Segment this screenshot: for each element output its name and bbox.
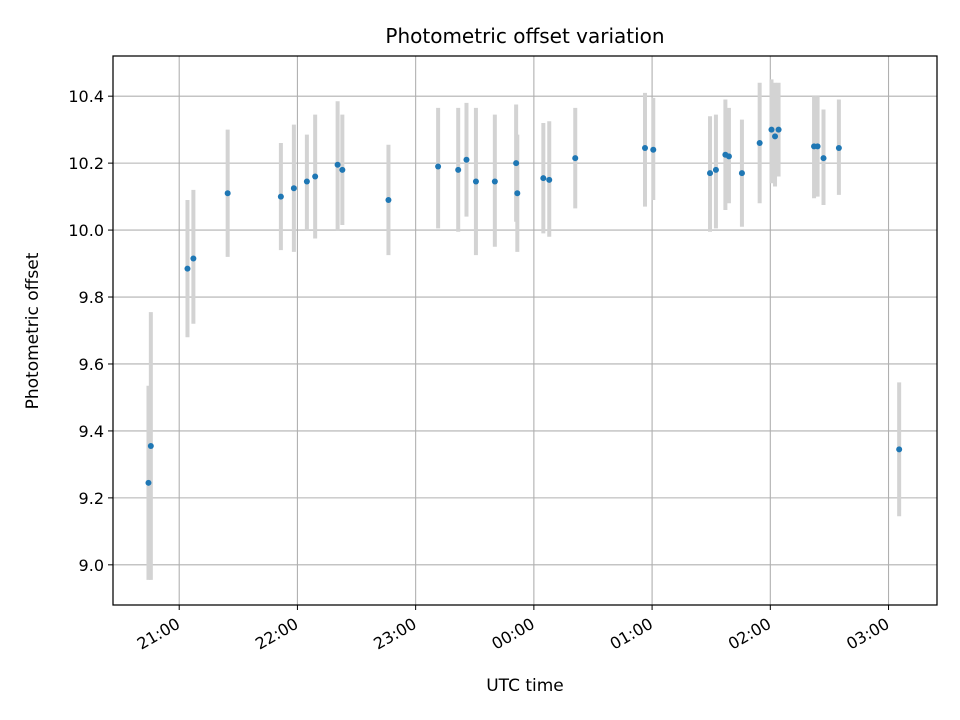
data-point <box>145 479 152 486</box>
data-point <box>896 446 903 453</box>
y-tick-label: 10.4 <box>68 87 104 106</box>
y-tick-label: 9.6 <box>79 355 104 374</box>
data-point <box>514 190 521 197</box>
data-point <box>513 160 520 167</box>
data-point <box>312 173 319 180</box>
data-point <box>546 176 553 183</box>
data-point <box>768 126 775 133</box>
data-point <box>224 190 231 197</box>
data-point <box>835 145 842 152</box>
data-point <box>712 166 719 173</box>
data-point <box>190 255 197 262</box>
data-point <box>455 166 462 173</box>
data-point <box>738 170 745 177</box>
data-point <box>772 133 779 140</box>
data-point <box>756 140 763 147</box>
data-point <box>147 442 154 449</box>
x-axis-title: UTC time <box>486 676 564 696</box>
data-point <box>184 265 191 272</box>
y-tick-label: 10.2 <box>68 154 104 173</box>
data-point <box>463 156 470 163</box>
data-point <box>334 161 341 168</box>
y-tick-label: 9.0 <box>79 556 104 575</box>
data-point <box>572 155 579 162</box>
data-points <box>145 126 903 486</box>
plot-area-frame <box>112 55 938 606</box>
data-point <box>277 193 284 200</box>
data-point <box>472 178 479 185</box>
y-tick-label: 9.8 <box>79 288 104 307</box>
data-point <box>775 126 782 133</box>
data-point <box>540 175 547 182</box>
data-point <box>725 153 732 160</box>
y-axis-title: Photometric offset <box>23 252 43 409</box>
grid <box>113 56 937 605</box>
y-tick-label: 10.0 <box>68 221 104 240</box>
data-point <box>814 143 821 150</box>
data-point <box>303 178 310 185</box>
chart-title: Photometric offset variation <box>385 24 664 48</box>
data-point <box>385 196 392 203</box>
data-point <box>820 155 827 162</box>
data-point <box>707 170 714 177</box>
data-point <box>290 185 297 192</box>
y-tick-label: 9.2 <box>79 489 104 508</box>
data-point <box>491 178 498 185</box>
data-point <box>435 163 442 170</box>
data-point <box>650 146 657 153</box>
y-axis-ticks: 9.0 9.2 9.4 9.6 9.8 10.0 10.2 10.4 <box>68 87 113 575</box>
data-point <box>641 145 648 152</box>
data-point <box>339 166 346 173</box>
y-tick-label: 9.4 <box>79 422 104 441</box>
